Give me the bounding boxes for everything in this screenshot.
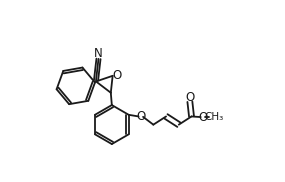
- Text: N: N: [94, 47, 103, 60]
- Text: O: O: [113, 69, 122, 82]
- Text: CH₃: CH₃: [204, 112, 224, 122]
- Text: O: O: [198, 111, 207, 124]
- Text: O: O: [185, 91, 194, 104]
- Text: O: O: [136, 110, 145, 123]
